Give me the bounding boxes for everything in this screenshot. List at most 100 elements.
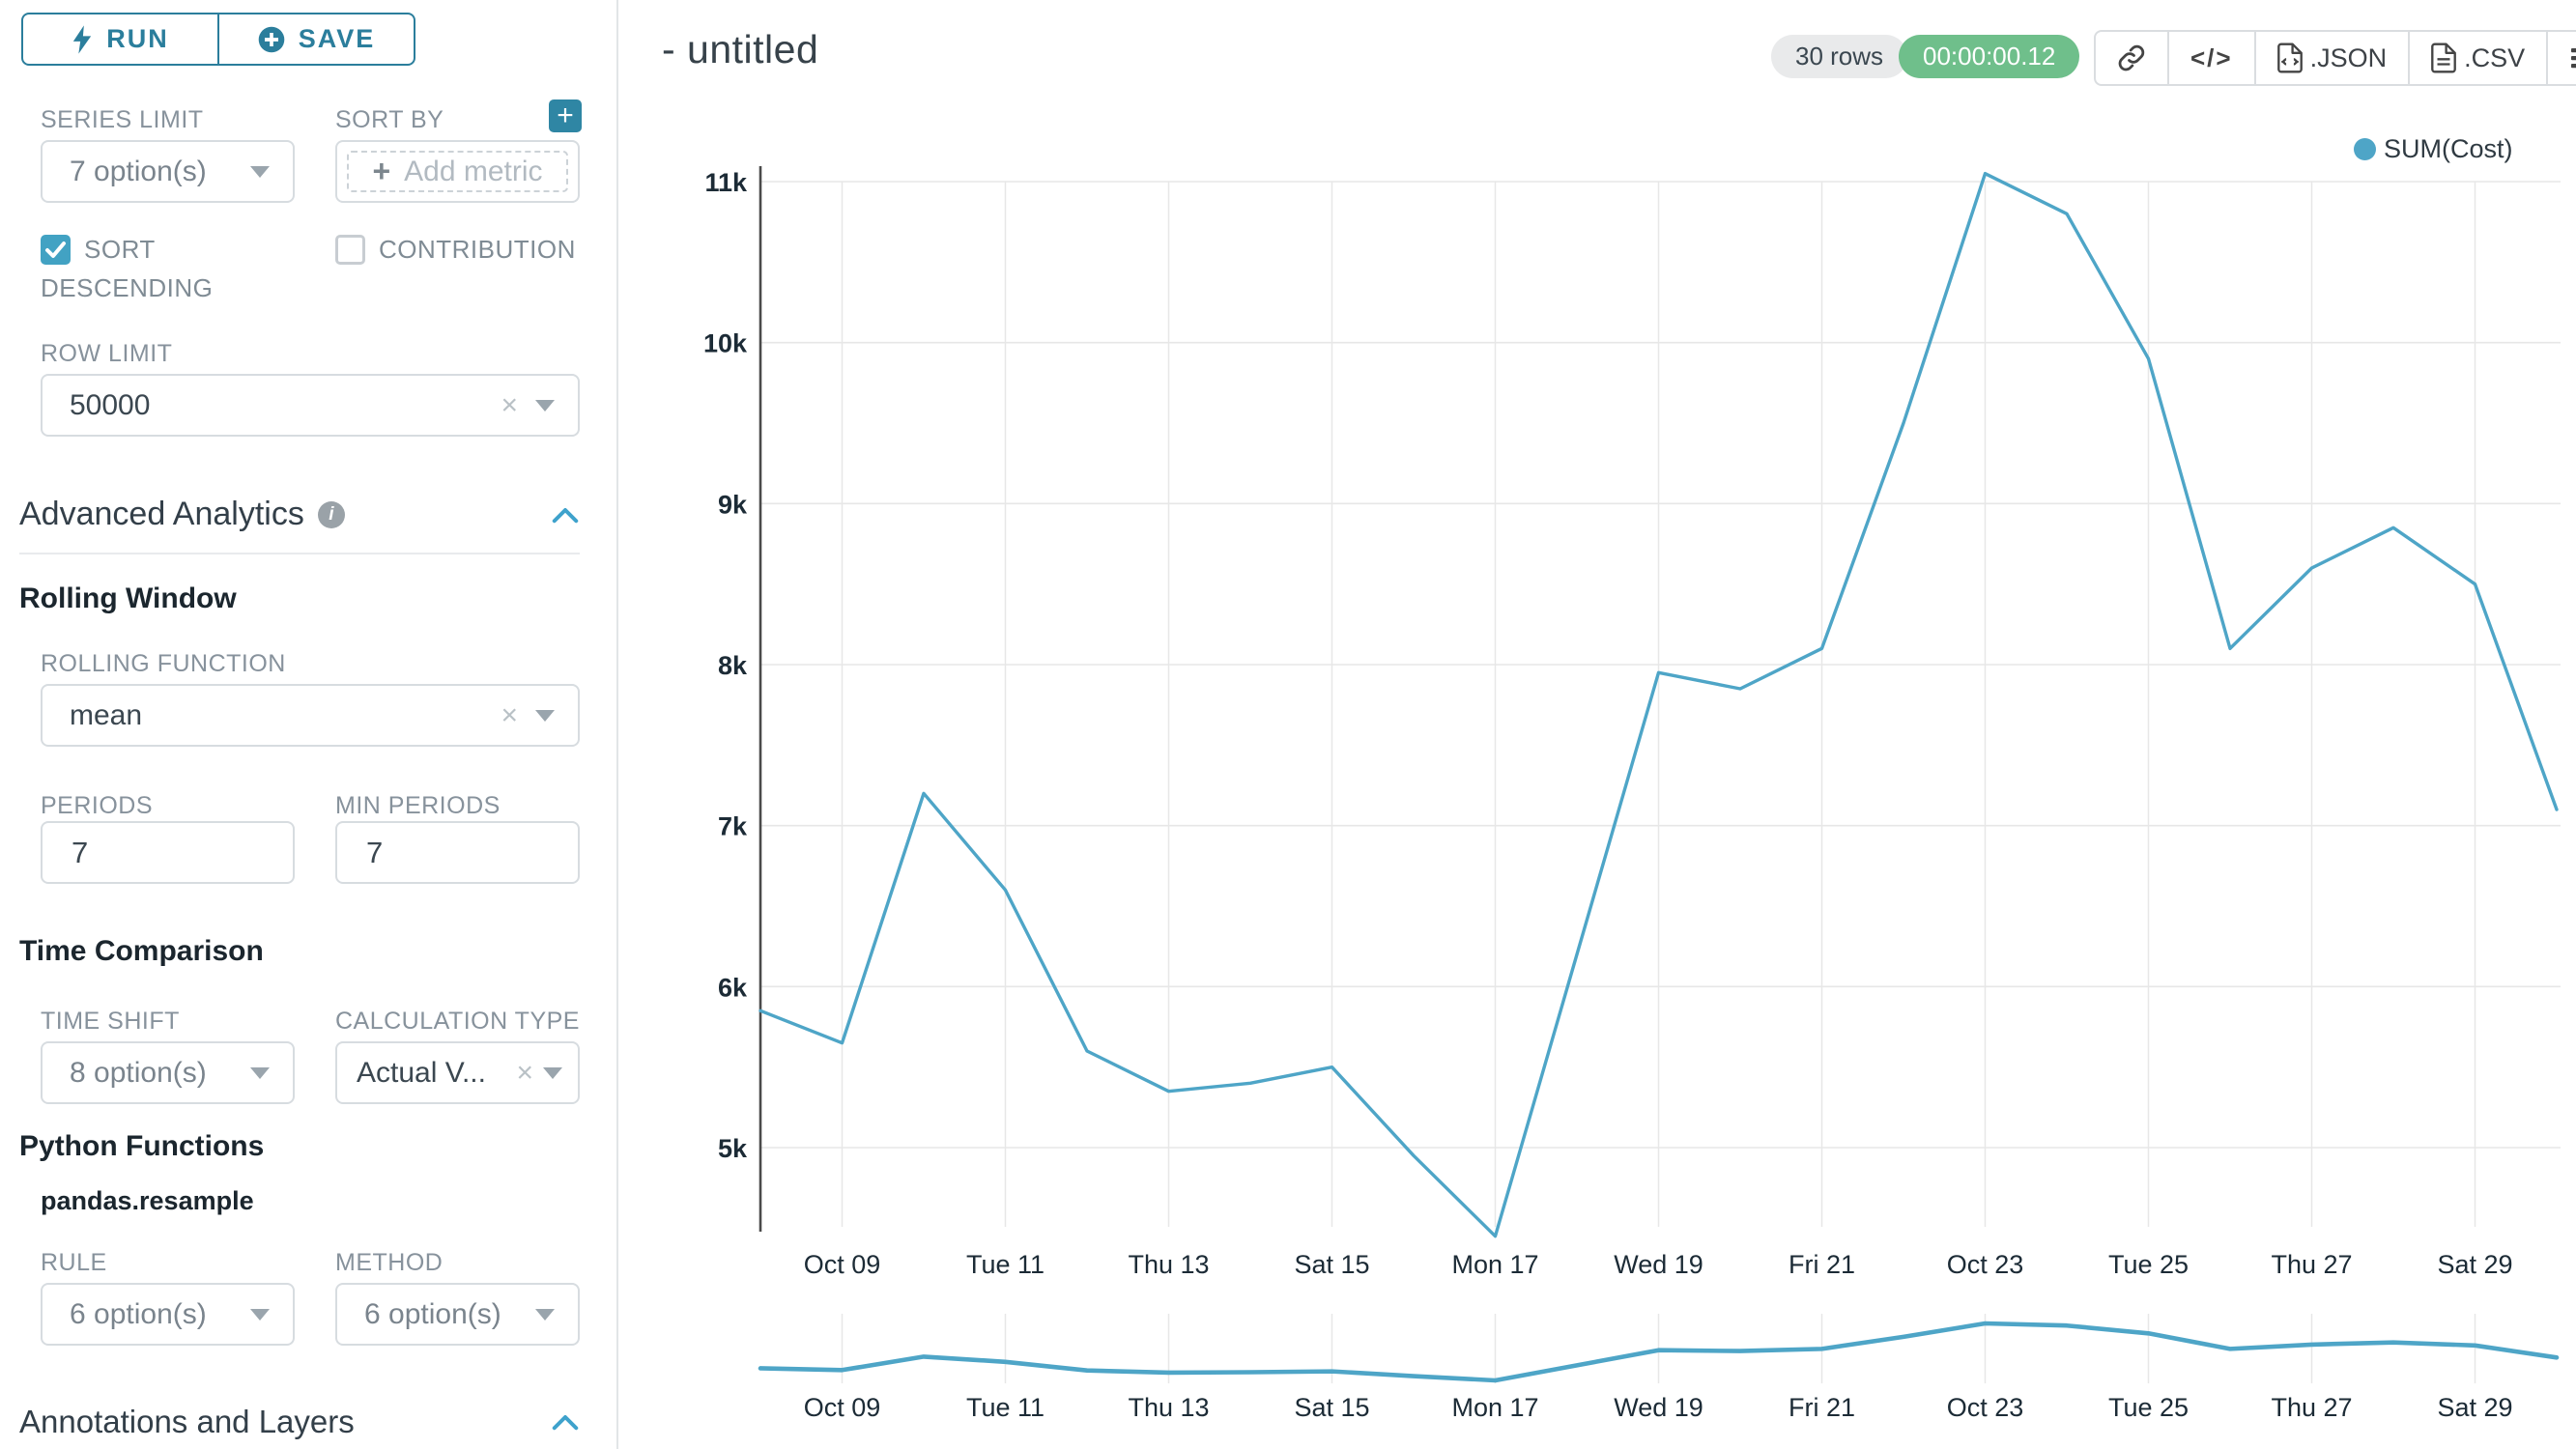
contribution-label: CONTRIBUTION bbox=[379, 235, 576, 264]
time-shift-select[interactable]: 8 option(s) bbox=[41, 1041, 295, 1104]
svg-text:Sat 15: Sat 15 bbox=[1294, 1393, 1369, 1422]
collapse-chevron-icon[interactable] bbox=[551, 1411, 580, 1433]
advanced-analytics-header[interactable]: Advanced Analytics i bbox=[19, 496, 580, 533]
svg-text:Tue 25: Tue 25 bbox=[2108, 1250, 2189, 1279]
sort-by-select[interactable]: + Add metric bbox=[335, 140, 580, 203]
run-button[interactable]: RUN bbox=[23, 14, 217, 64]
svg-text:5k: 5k bbox=[718, 1134, 748, 1163]
svg-text:10k: 10k bbox=[703, 329, 748, 358]
contribution-checkbox-row[interactable]: CONTRIBUTION bbox=[335, 230, 588, 269]
annotations-layers-title: Annotations and Layers bbox=[19, 1404, 355, 1439]
svg-text:Thu 13: Thu 13 bbox=[1128, 1250, 1209, 1279]
row-limit-label: ROW LIMIT bbox=[41, 340, 173, 367]
export-json-button[interactable]: .JSON bbox=[2253, 32, 2409, 84]
clear-icon[interactable]: × bbox=[516, 1056, 533, 1089]
sort-by-label: SORT BY bbox=[335, 106, 444, 133]
plus-circle-icon bbox=[258, 26, 285, 52]
min-periods-input[interactable]: 7 bbox=[335, 821, 580, 884]
timeseries-line-chart[interactable]: 5k 6k 7k 8k 9k 10k 11k Oct 09 Tue 11 Thu 13 Sat 15… bbox=[618, 116, 2576, 1294]
chevron-down-icon bbox=[535, 399, 555, 412]
svg-text:Fri 21: Fri 21 bbox=[1789, 1393, 1855, 1422]
svg-text:Mon 17: Mon 17 bbox=[1451, 1393, 1538, 1422]
collapse-chevron-icon[interactable] bbox=[551, 504, 580, 526]
clear-icon[interactable]: × bbox=[501, 388, 518, 421]
legend-dot bbox=[2354, 138, 2376, 160]
rule-value: 6 option(s) bbox=[70, 1297, 207, 1330]
sort-descending-checkbox-row[interactable]: SORT DESCENDING bbox=[41, 230, 294, 307]
time-comparison-title: Time Comparison bbox=[19, 935, 264, 967]
python-functions-title: Python Functions bbox=[19, 1130, 265, 1162]
time-shift-value: 8 option(s) bbox=[70, 1056, 207, 1089]
svg-text:Thu 13: Thu 13 bbox=[1128, 1393, 1209, 1422]
svg-text:Mon 17: Mon 17 bbox=[1451, 1250, 1538, 1279]
svg-text:Oct 09: Oct 09 bbox=[804, 1250, 881, 1279]
add-sort-metric-button[interactable]: + bbox=[549, 99, 582, 132]
chart-menu-button[interactable] bbox=[2546, 32, 2576, 84]
svg-text:Wed 19: Wed 19 bbox=[1614, 1393, 1703, 1422]
min-periods-value: 7 bbox=[366, 835, 384, 869]
plus-icon: + bbox=[557, 99, 574, 131]
rolling-function-value: mean bbox=[70, 698, 143, 731]
series-limit-select[interactable]: 7 option(s) bbox=[41, 140, 295, 203]
svg-text:Wed 19: Wed 19 bbox=[1614, 1250, 1703, 1279]
calculation-type-label: CALCULATION TYPE bbox=[335, 1008, 580, 1035]
csv-file-icon bbox=[2431, 43, 2456, 73]
legend-item-sum-cost[interactable]: SUM(Cost) bbox=[2354, 134, 2513, 164]
periods-label: PERIODS bbox=[41, 792, 154, 819]
add-metric-placeholder: Add metric bbox=[404, 155, 543, 187]
export-json-label: .JSON bbox=[2309, 43, 2388, 72]
share-link-button[interactable] bbox=[2096, 32, 2167, 84]
svg-text:8k: 8k bbox=[718, 651, 748, 680]
add-metric-dropzone[interactable]: + Add metric bbox=[347, 151, 568, 192]
row-limit-select[interactable]: 50000 × bbox=[41, 374, 580, 437]
rule-select[interactable]: 6 option(s) bbox=[41, 1283, 295, 1346]
calculation-type-value: Actual V... bbox=[357, 1056, 486, 1089]
chart-preview-strip[interactable]: Oct 09 Tue 11 Thu 13 Sat 15 Mon 17 Wed 19 Fri … bbox=[618, 1294, 2576, 1449]
export-csv-button[interactable]: .CSV bbox=[2408, 32, 2546, 84]
svg-text:Oct 23: Oct 23 bbox=[1947, 1250, 2024, 1279]
code-icon: </> bbox=[2190, 43, 2233, 72]
svg-text:Fri 21: Fri 21 bbox=[1789, 1250, 1855, 1279]
section-divider bbox=[19, 553, 580, 554]
run-button-label: RUN bbox=[106, 24, 169, 53]
contribution-checkbox[interactable] bbox=[335, 235, 365, 265]
rolling-function-select[interactable]: mean × bbox=[41, 684, 580, 747]
rule-label: RULE bbox=[41, 1249, 107, 1276]
save-button[interactable]: SAVE bbox=[217, 14, 414, 64]
method-select[interactable]: 6 option(s) bbox=[335, 1283, 580, 1346]
svg-text:Oct 09: Oct 09 bbox=[804, 1393, 881, 1422]
series-limit-label: SERIES LIMIT bbox=[41, 106, 204, 133]
link-icon bbox=[2118, 44, 2145, 71]
chart-title[interactable]: - untitled bbox=[662, 27, 819, 71]
series-limit-value: 7 option(s) bbox=[70, 155, 207, 187]
clear-icon[interactable]: × bbox=[501, 698, 518, 731]
export-toolbar: </> .JSON .CSV bbox=[2094, 30, 2576, 86]
rolling-window-title: Rolling Window bbox=[19, 582, 237, 614]
calculation-type-select[interactable]: Actual V... × bbox=[335, 1041, 580, 1104]
svg-text:Sat 29: Sat 29 bbox=[2437, 1250, 2512, 1279]
pandas-resample-label: pandas.resample bbox=[41, 1186, 254, 1215]
legend-label: SUM(Cost) bbox=[2384, 134, 2513, 163]
chevron-down-icon bbox=[535, 709, 555, 722]
export-csv-label: .CSV bbox=[2464, 43, 2526, 72]
annotations-layers-header[interactable]: Annotations and Layers bbox=[19, 1404, 580, 1440]
check-icon bbox=[45, 242, 66, 258]
chevron-down-icon bbox=[250, 1308, 270, 1321]
svg-text:7k: 7k bbox=[718, 812, 748, 841]
svg-text:Tue 11: Tue 11 bbox=[966, 1250, 1045, 1279]
info-icon[interactable]: i bbox=[317, 500, 345, 528]
periods-input[interactable]: 7 bbox=[41, 821, 295, 884]
run-save-button-group: RUN SAVE bbox=[21, 13, 415, 66]
row-limit-value: 50000 bbox=[70, 388, 151, 421]
svg-text:9k: 9k bbox=[718, 490, 748, 519]
embed-code-button[interactable]: </> bbox=[2167, 32, 2254, 84]
periods-value: 7 bbox=[72, 835, 89, 869]
svg-text:Tue 11: Tue 11 bbox=[966, 1393, 1045, 1422]
svg-text:Thu 27: Thu 27 bbox=[2271, 1393, 2352, 1422]
hamburger-menu-icon bbox=[2571, 48, 2576, 69]
control-panel: RUN SAVE SERIES LIMIT SORT BY + 7 option… bbox=[0, 0, 618, 1449]
chevron-down-icon bbox=[250, 1066, 270, 1079]
sort-descending-checkbox[interactable] bbox=[41, 235, 71, 265]
svg-text:Tue 25: Tue 25 bbox=[2108, 1393, 2189, 1422]
svg-text:Sat 15: Sat 15 bbox=[1294, 1250, 1369, 1279]
